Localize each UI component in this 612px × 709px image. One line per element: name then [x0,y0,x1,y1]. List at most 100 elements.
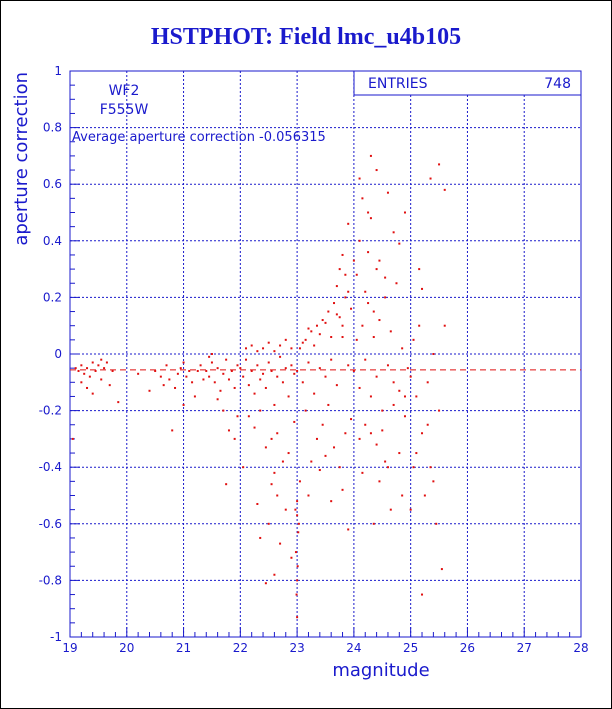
data-point [210,353,213,355]
data-point [367,211,370,214]
data-point [384,296,387,299]
data-point [335,285,338,288]
y-tick-label: -0.6 [39,517,62,531]
data-point [247,415,250,418]
data-point [372,336,375,339]
data-point [341,336,344,339]
data-point [253,392,256,395]
data-point [301,381,304,384]
data-point [111,369,114,372]
data-point [333,302,336,305]
data-point [372,310,375,313]
y-tick-label: 0.4 [43,234,62,248]
data-point [284,338,287,341]
grid [70,71,581,637]
data-point [193,395,196,398]
data-point [264,582,267,585]
data-point [279,355,282,358]
data-point [296,616,299,619]
data-point [358,386,361,389]
data-point [185,375,188,378]
data-point [315,324,318,327]
data-point [86,386,89,389]
data-point [403,211,406,214]
data-point [418,324,421,327]
data-point [412,466,415,469]
overlay: ENTRIES 748 WF2 F555W Average aperture corre… [70,70,582,371]
data-point [273,471,276,474]
data-point [347,222,350,225]
data-point [279,542,282,545]
data-point [94,369,97,372]
data-point [80,364,83,367]
data-point [318,333,321,336]
data-point [333,446,336,449]
data-point [401,347,404,350]
data-point [435,522,438,525]
data-points [71,154,446,619]
data-point [250,369,253,372]
data-point [188,369,191,372]
data-point [105,361,108,364]
data-point [318,367,321,370]
data-point [389,330,392,333]
x-tick-label: 25 [403,641,418,655]
data-point [284,508,287,511]
data-point [369,432,372,435]
data-point [233,386,236,389]
data-point [253,426,256,429]
data-point [361,471,364,474]
data-point [297,522,300,525]
stats-entries-label: ENTRIES [368,76,428,92]
data-point [216,367,219,370]
data-point [88,375,91,378]
data-point [219,389,222,392]
data-point [364,358,367,361]
data-point [361,197,364,200]
data-point [423,494,426,497]
data-point [406,367,409,370]
data-point [74,367,77,370]
data-point [199,364,202,367]
y-tick-label: -1 [50,630,62,644]
data-point [148,389,151,392]
y-tick-label: -0.2 [39,404,62,418]
x-tick-label: 20 [119,641,134,655]
data-point [384,276,387,279]
data-point [375,268,378,271]
x-tick-label: 28 [573,641,588,655]
data-point [301,341,304,344]
data-point [256,350,259,353]
data-point [256,502,259,505]
data-point [273,573,276,576]
data-point [350,307,353,310]
x-tick-label: 19 [62,641,77,655]
data-point [208,355,211,358]
data-point [159,375,162,378]
stats-box [353,70,582,96]
data-point [307,361,310,364]
data-point [375,443,378,446]
data-point [182,361,185,364]
filter-annotation: F555W [100,102,149,118]
data-point [250,344,253,347]
y-tick-label: 0 [54,347,62,361]
data-point [196,369,199,372]
data-point [310,460,313,463]
x-tick-label: 27 [517,641,532,655]
data-point [398,389,401,392]
data-point [239,367,242,370]
data-point [367,302,370,305]
data-point [381,429,384,432]
data-point [355,273,358,276]
data-point [395,282,398,285]
data-point [191,381,194,384]
data-point [327,310,330,313]
data-point [392,231,395,234]
data-point [290,556,293,559]
data-point [335,384,338,387]
data-point [137,372,140,375]
data-point [236,364,239,367]
data-point [378,480,381,483]
data-point [202,378,205,381]
